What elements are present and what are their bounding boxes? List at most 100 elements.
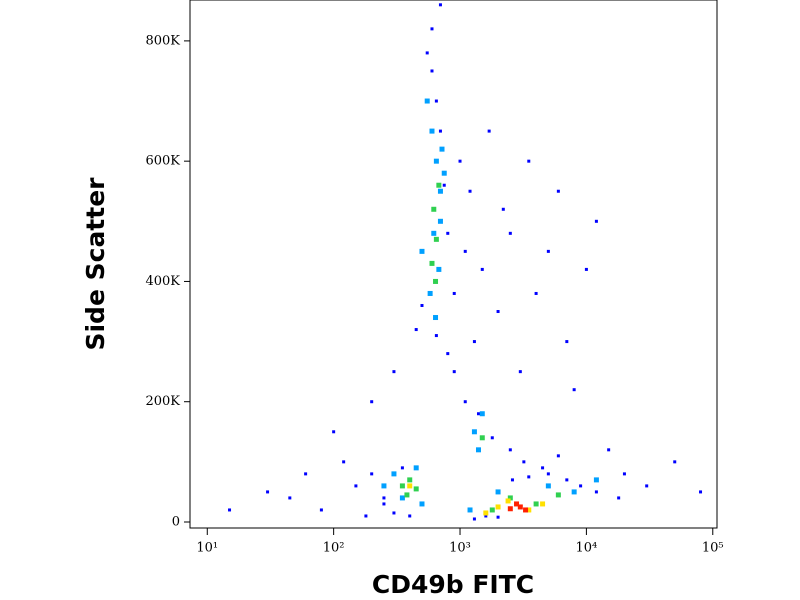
point [463, 400, 467, 404]
point [607, 448, 611, 452]
point [508, 231, 512, 235]
point [381, 483, 387, 489]
point [496, 310, 500, 314]
point [431, 230, 437, 236]
point [433, 236, 439, 242]
point [431, 206, 437, 212]
point [404, 492, 410, 498]
point [467, 507, 473, 513]
point [540, 501, 546, 507]
point [480, 267, 484, 271]
point [617, 496, 621, 500]
point [526, 507, 532, 513]
point [545, 483, 551, 489]
point [501, 207, 505, 211]
point [342, 460, 346, 464]
point [534, 291, 538, 295]
point [517, 504, 523, 510]
point [266, 490, 270, 494]
point [622, 472, 626, 476]
point [425, 51, 429, 55]
point [436, 266, 442, 272]
point [382, 502, 386, 506]
point [400, 466, 404, 470]
point [479, 411, 485, 417]
y-tick-label: 800K [145, 33, 180, 48]
point [571, 489, 577, 495]
point [288, 496, 292, 500]
point [319, 508, 323, 512]
point [527, 475, 531, 479]
point [556, 454, 560, 458]
point [419, 501, 425, 507]
y-tick-label: 600K [145, 154, 180, 169]
point [452, 291, 456, 295]
point [584, 267, 588, 271]
point [514, 501, 520, 507]
x-tick-label: 10² [323, 541, 345, 556]
point [556, 189, 560, 193]
point [407, 483, 413, 489]
point [438, 3, 442, 7]
point [479, 435, 485, 441]
point [472, 517, 476, 521]
point [458, 159, 462, 163]
point [475, 447, 481, 453]
point [419, 248, 425, 254]
point [489, 507, 495, 513]
point [472, 340, 476, 344]
point [399, 483, 405, 489]
point [430, 69, 434, 73]
point [527, 159, 531, 163]
point [572, 388, 576, 392]
point [490, 436, 494, 440]
point [438, 129, 442, 133]
point [487, 129, 491, 133]
point [424, 98, 430, 104]
point [408, 514, 412, 518]
point [391, 471, 397, 477]
point [354, 484, 358, 488]
point [446, 231, 450, 235]
point [463, 249, 467, 253]
x-axis-label: CD49b FITC [372, 570, 534, 599]
point [565, 478, 569, 482]
point [699, 490, 703, 494]
point [442, 183, 446, 187]
point [370, 400, 374, 404]
point [533, 501, 539, 507]
plot-frame [189, 0, 718, 529]
point [518, 370, 522, 374]
point [370, 472, 374, 476]
point [429, 260, 435, 266]
point [407, 477, 413, 483]
point [392, 511, 396, 515]
point [436, 182, 442, 188]
point [427, 290, 433, 296]
point [484, 514, 488, 518]
point [414, 328, 418, 332]
point [429, 128, 435, 134]
point [565, 340, 569, 344]
point [555, 492, 561, 498]
point [364, 514, 368, 518]
y-tick-label: 400K [145, 274, 180, 289]
point [437, 218, 443, 224]
x-tick-label: 10³ [449, 541, 471, 556]
point [495, 489, 501, 495]
point [437, 188, 443, 194]
point [505, 498, 511, 504]
point [471, 429, 477, 435]
x-tick-label: 10¹ [196, 541, 218, 556]
point [399, 495, 405, 501]
point [441, 170, 447, 176]
point [476, 412, 480, 416]
point [433, 158, 439, 164]
x-tick-label: 10⁴ [576, 541, 598, 556]
point [433, 278, 439, 284]
point [413, 486, 419, 492]
point [413, 465, 419, 471]
point [430, 27, 434, 31]
point [434, 334, 438, 338]
